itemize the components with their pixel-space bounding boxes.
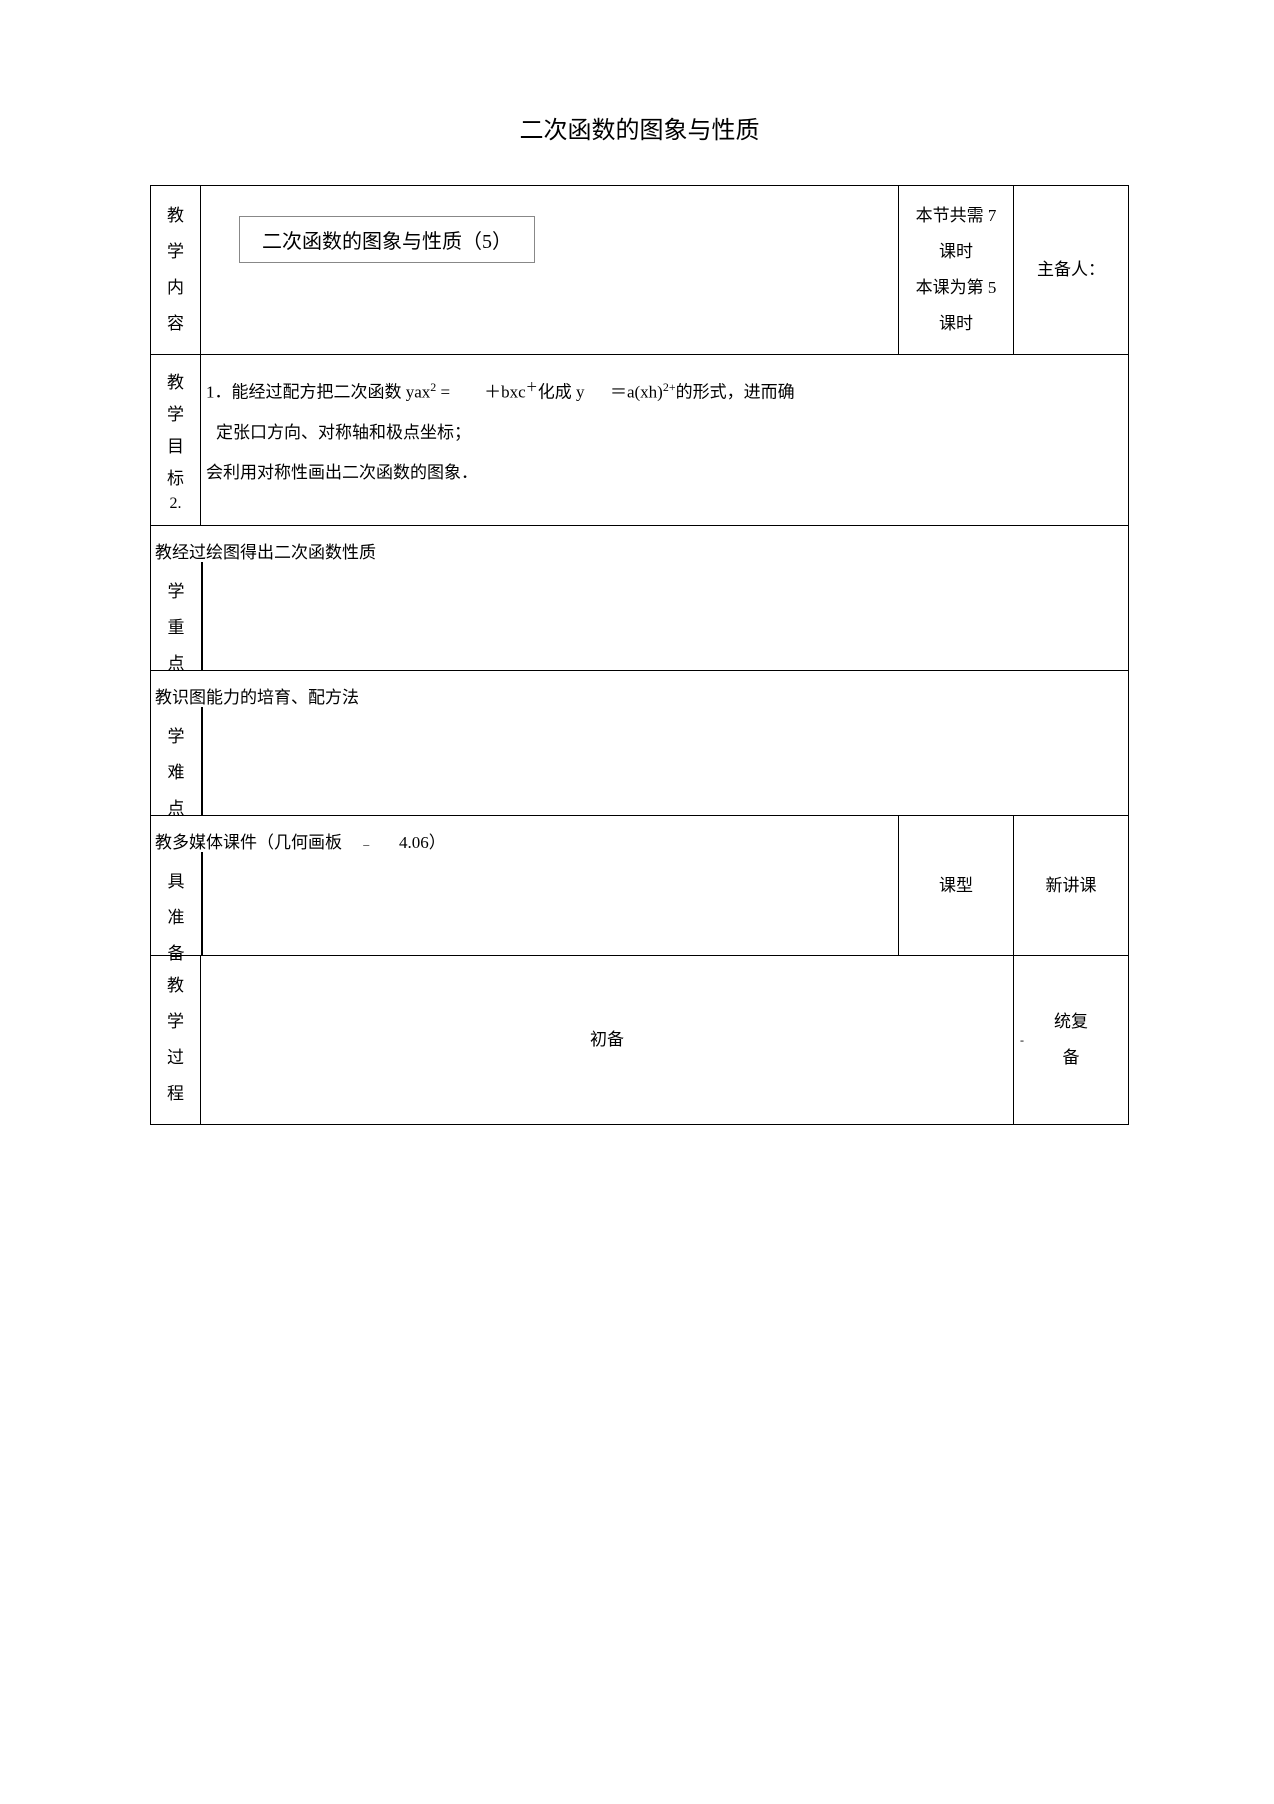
t: 4.06）: [399, 833, 446, 852]
process-right-b: 备: [1063, 1048, 1080, 1067]
label-objectives: 教 学 目 标 2.: [151, 355, 201, 526]
t: 的形式，进而确: [676, 383, 795, 402]
t: 识图能力的培育、配方法: [172, 688, 359, 707]
info-text: 课时: [939, 242, 973, 261]
preparation-cell: 教多媒体课件（几何画板 – 4.06） 具 准 备: [151, 816, 899, 956]
obj-line3: 会利用对称性画出二次函数的图象．: [206, 463, 478, 482]
vchar: 教: [151, 968, 200, 1004]
class-type-label-cell: 课型: [899, 816, 1014, 956]
dash: –: [363, 837, 369, 851]
obj-line3-wrap: 会利用对称性画出二次函数的图象．: [164, 453, 1113, 493]
row-keypoint: 教经过绘图得出二次函数性质 学 重 点: [151, 526, 1129, 671]
class-type-label: 课型: [939, 876, 973, 895]
vchar: 重: [151, 610, 201, 646]
sup: ＋: [526, 380, 538, 394]
row-difficulty: 教识图能力的培育、配方法 学 难 点: [151, 671, 1129, 816]
process-right-a: 统复: [1054, 1012, 1088, 1031]
page-title: 二次函数的图象与性质: [150, 110, 1129, 145]
vchar: 学: [151, 1004, 200, 1040]
t: 教: [155, 688, 172, 707]
vchar: 学: [151, 234, 200, 270]
t: ＝a(xh): [610, 383, 663, 402]
vchar: 学: [151, 719, 201, 755]
keypoint-labels: 学 重 点: [151, 574, 201, 682]
divider: [201, 562, 203, 670]
vchar: 具: [151, 864, 201, 900]
vchar: 学: [151, 574, 201, 610]
lesson-plan-table: 教 学 内 容 二次函数的图象与性质（5） 本节共需 7 课时 本课为第 5 课…: [150, 185, 1129, 1125]
vchar: 内: [151, 270, 200, 306]
row-preparation: 教多媒体课件（几何画板 – 4.06） 具 准 备 课型 新讲课: [151, 816, 1129, 956]
keypoint-cell: 教经过绘图得出二次函数性质 学 重 点: [151, 526, 1129, 671]
vchar: 备: [151, 936, 201, 972]
t: 教: [155, 543, 172, 562]
vchar: 教: [151, 198, 200, 234]
num2-overlay: 2.: [170, 495, 182, 512]
t: 化成 y: [538, 383, 585, 402]
t: 经过绘图得出二次函数性质: [172, 543, 376, 562]
obj-line2: 定张口方向、对称轴和极点坐标；: [206, 413, 1113, 453]
info-text: 本课为第 5: [916, 278, 997, 297]
difficulty-labels: 学 难 点: [151, 719, 201, 827]
row-objectives: 教 学 目 标 2. 1．能经过配方把二次函数 yax2 = ＋bxc＋化成 y…: [151, 355, 1129, 526]
objectives-content: 1．能经过配方把二次函数 yax2 = ＋bxc＋化成 y ＝a(xh)2+的形…: [201, 355, 1129, 526]
class-type-value-cell: 新讲课: [1014, 816, 1129, 956]
process-center: 初备: [201, 956, 1014, 1125]
t: 1．能经过配方把二次函数 yax: [206, 383, 430, 402]
divider: [201, 852, 203, 955]
boxed-title: 二次函数的图象与性质（5）: [239, 216, 535, 263]
vchar: 教: [151, 367, 200, 399]
boxed-title-cell: 二次函数的图象与性质（5）: [201, 186, 899, 355]
process-right: - 统复 备: [1014, 956, 1129, 1125]
preparation-labels: 具 准 备: [151, 864, 201, 972]
info-text: 本节共需 7: [916, 206, 997, 225]
t: ＋bxc: [484, 383, 526, 402]
label-content: 教 学 内 容: [151, 186, 201, 355]
preparation-text: 教多媒体课件（几何画板 – 4.06）: [155, 828, 446, 853]
vchar: 程: [151, 1076, 200, 1112]
process-center-label: 初备: [590, 1030, 624, 1049]
difficulty-text: 教识图能力的培育、配方法: [155, 683, 359, 708]
divider: [201, 707, 203, 815]
vchar: 学: [151, 399, 200, 431]
vchar: 准: [151, 900, 201, 936]
class-type-value: 新讲课: [1046, 876, 1097, 895]
sup: +: [669, 380, 676, 394]
author-cell: 主备人：: [1014, 186, 1129, 355]
t: =: [436, 383, 450, 402]
t: 教: [155, 833, 172, 852]
keypoint-text: 教经过绘图得出二次函数性质: [155, 538, 376, 563]
info-text: 课时: [939, 314, 973, 333]
t: 多媒体课件（几何画板: [172, 833, 342, 852]
obj-line1: 1．能经过配方把二次函数 yax2 = ＋bxc＋化成 y ＝a(xh)2+的形…: [206, 367, 1113, 413]
vchar: 容: [151, 306, 200, 342]
dash: -: [1020, 1022, 1024, 1058]
difficulty-cell: 教识图能力的培育、配方法 学 难 点: [151, 671, 1129, 816]
label-process: 教 学 过 程: [151, 956, 201, 1125]
row-content: 教 学 内 容 二次函数的图象与性质（5） 本节共需 7 课时 本课为第 5 课…: [151, 186, 1129, 355]
vchar: 难: [151, 755, 201, 791]
author-label: 主备人：: [1037, 260, 1105, 279]
section-info: 本节共需 7 课时 本课为第 5 课时: [899, 186, 1014, 355]
vchar: 过: [151, 1040, 200, 1076]
row-process: 教 学 过 程 初备 - 统复 备: [151, 956, 1129, 1125]
